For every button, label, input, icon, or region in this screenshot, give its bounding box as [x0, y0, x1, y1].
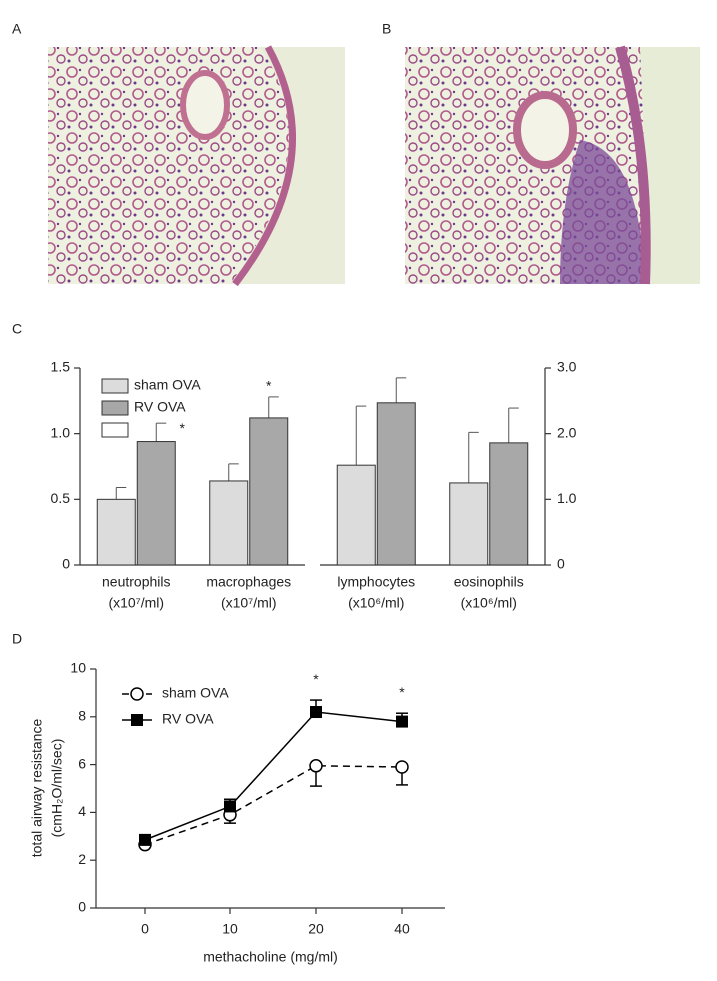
data-point [309, 759, 323, 773]
y-tick-label: 2 [78, 851, 86, 867]
legend-marker [130, 687, 144, 701]
bar [136, 441, 176, 566]
y-tick-label: 0 [78, 899, 86, 915]
micrograph-a [48, 45, 345, 287]
y2-tick-label: 1.0 [557, 490, 577, 506]
y-tick-label: 8 [78, 708, 86, 724]
category-label: lymphocytes [337, 574, 415, 590]
legend-marker [131, 714, 143, 726]
category-unit: (x10⁶/ml) [348, 595, 404, 611]
panel-label: C [12, 321, 22, 337]
y-tick-label: 0 [62, 556, 70, 572]
data-point [396, 715, 408, 728]
y2-tick-label: 0 [557, 556, 565, 572]
category-label: eosinophils [454, 574, 524, 590]
x-tick-label: 20 [308, 921, 324, 937]
legend-swatch [101, 378, 129, 394]
panel-label: D [12, 631, 22, 647]
bar [489, 442, 529, 566]
bar [336, 464, 376, 566]
legend-label: sham OVA [134, 377, 201, 393]
category-unit: (x10⁶/ml) [461, 595, 517, 611]
y-tick-label: 1.5 [51, 359, 71, 375]
significance-star: * [266, 378, 272, 394]
data-point [224, 800, 236, 813]
bar [209, 480, 249, 566]
y-tick-label: 4 [78, 803, 86, 819]
bar [449, 482, 489, 566]
significance-star: * [399, 684, 405, 700]
data-point [139, 833, 151, 846]
legend-swatch [101, 400, 129, 416]
y-tick-label: 10 [70, 660, 86, 676]
y-tick-label: 6 [78, 755, 86, 771]
x-tick-label: 40 [394, 921, 410, 937]
significance-star: * [313, 671, 319, 687]
panel-label: A [12, 21, 22, 37]
micrograph-b [405, 45, 700, 285]
y-tick-label: 1.0 [51, 424, 71, 440]
category-label: neutrophils [102, 574, 171, 590]
bar [249, 417, 289, 566]
x-axis-title: methacholine (mg/ml) [203, 949, 338, 965]
legend-swatch-empty [101, 422, 129, 438]
y2-tick-label: 2.0 [557, 424, 577, 440]
y-axis-title: total airway resistance [29, 719, 45, 858]
y2-tick-label: 3.0 [557, 359, 577, 375]
y-tick-label: 0.5 [51, 490, 71, 506]
series-line [144, 765, 403, 846]
legend-label: RV OVA [162, 711, 214, 727]
data-point [310, 706, 322, 719]
legend-label: RV OVA [134, 399, 186, 415]
category-label: macrophages [206, 574, 291, 590]
x-tick-label: 0 [141, 921, 149, 937]
series-line [144, 711, 403, 841]
x-tick-label: 10 [222, 921, 238, 937]
category-unit: (x10⁷/ml) [108, 595, 164, 611]
legend-label: sham OVA [162, 685, 229, 701]
bar [376, 402, 416, 566]
bar [96, 498, 136, 566]
panel-label: B [382, 21, 391, 37]
category-unit: (x10⁷/ml) [221, 595, 277, 611]
data-point [395, 760, 409, 774]
significance-star: * [180, 420, 186, 436]
y-axis-unit: (cmH₂O/ml/sec) [49, 739, 65, 838]
